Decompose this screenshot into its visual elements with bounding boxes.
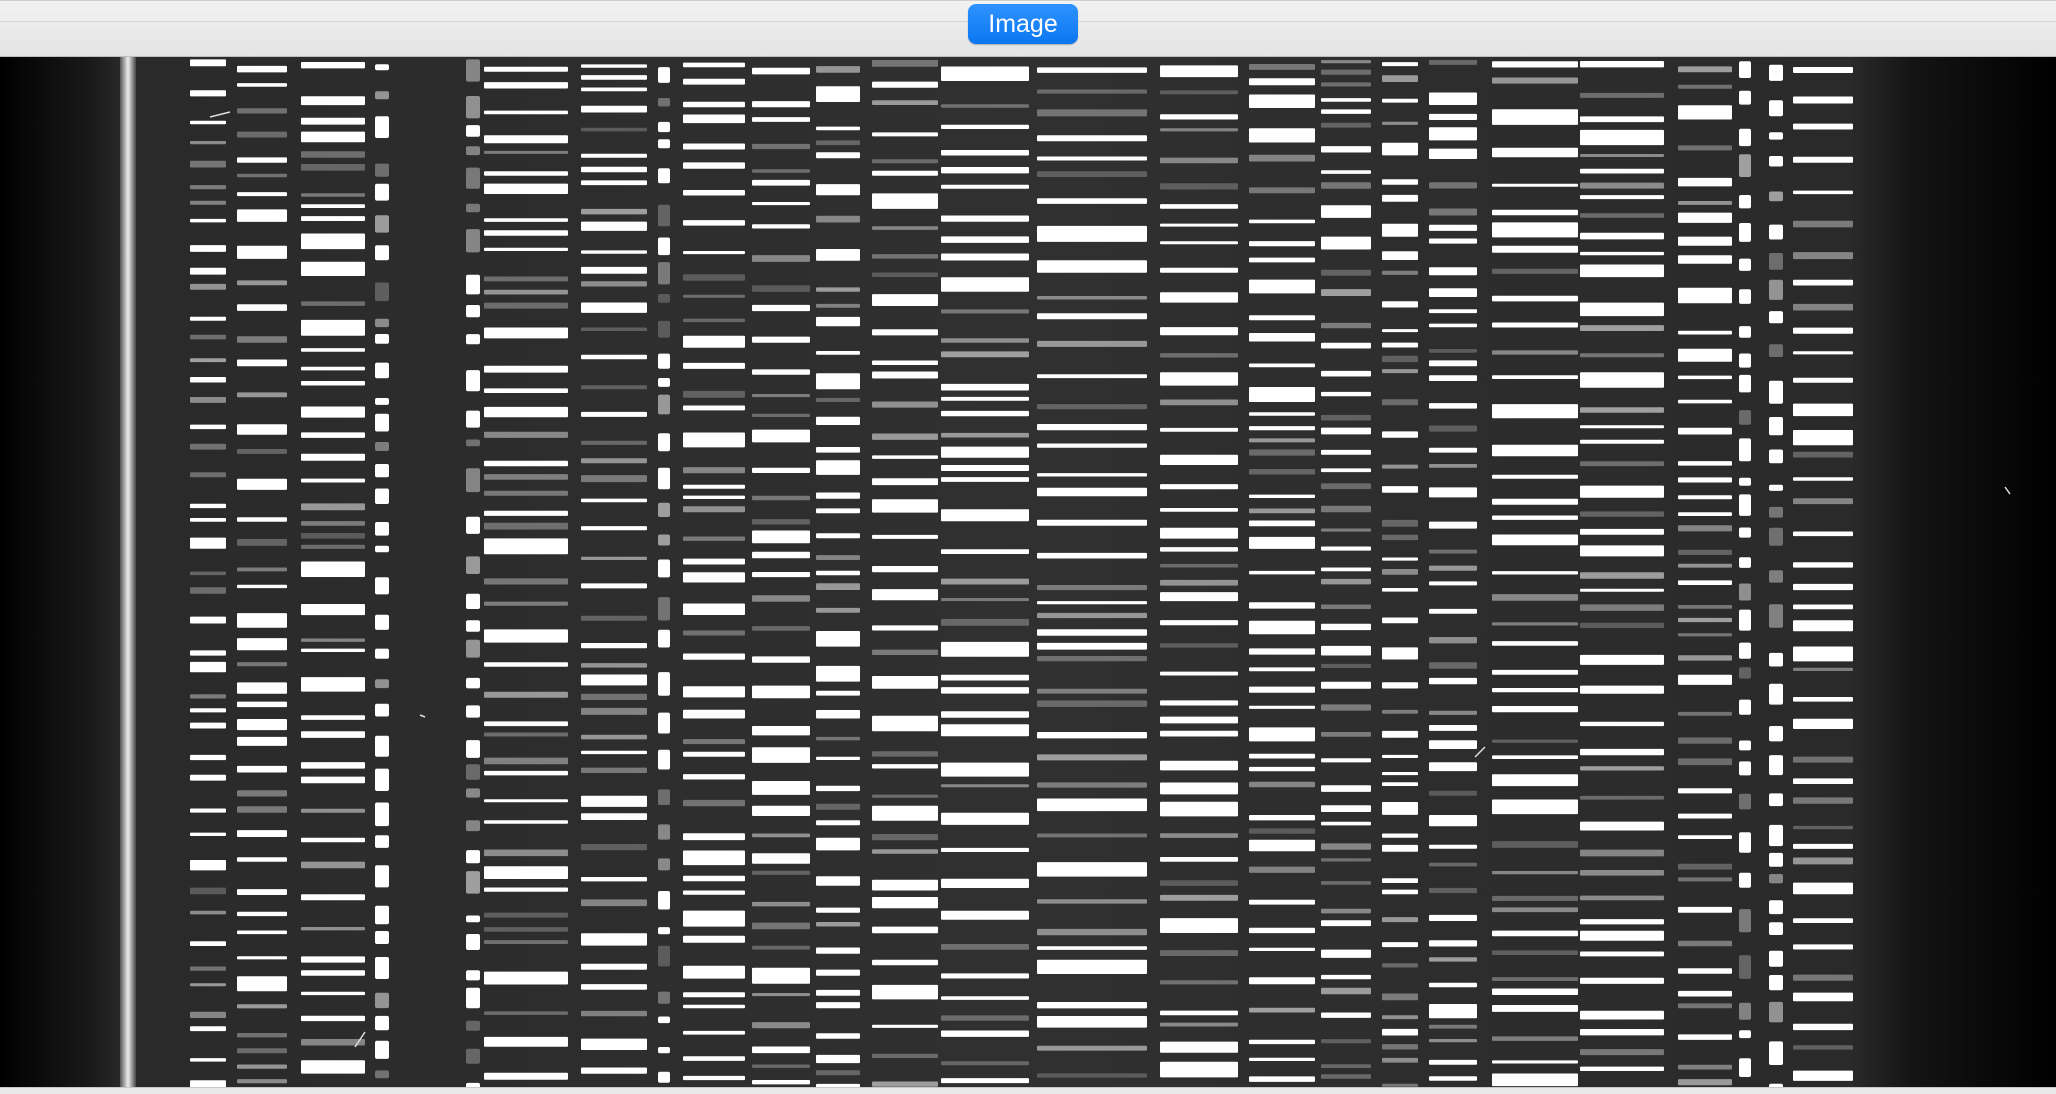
image-view-button[interactable]: Image bbox=[968, 4, 1078, 44]
status-strip bbox=[0, 1087, 2056, 1094]
image-canvas[interactable] bbox=[0, 57, 2056, 1087]
spectrogram-image bbox=[0, 57, 2056, 1087]
toolbar: Image bbox=[0, 0, 2056, 57]
